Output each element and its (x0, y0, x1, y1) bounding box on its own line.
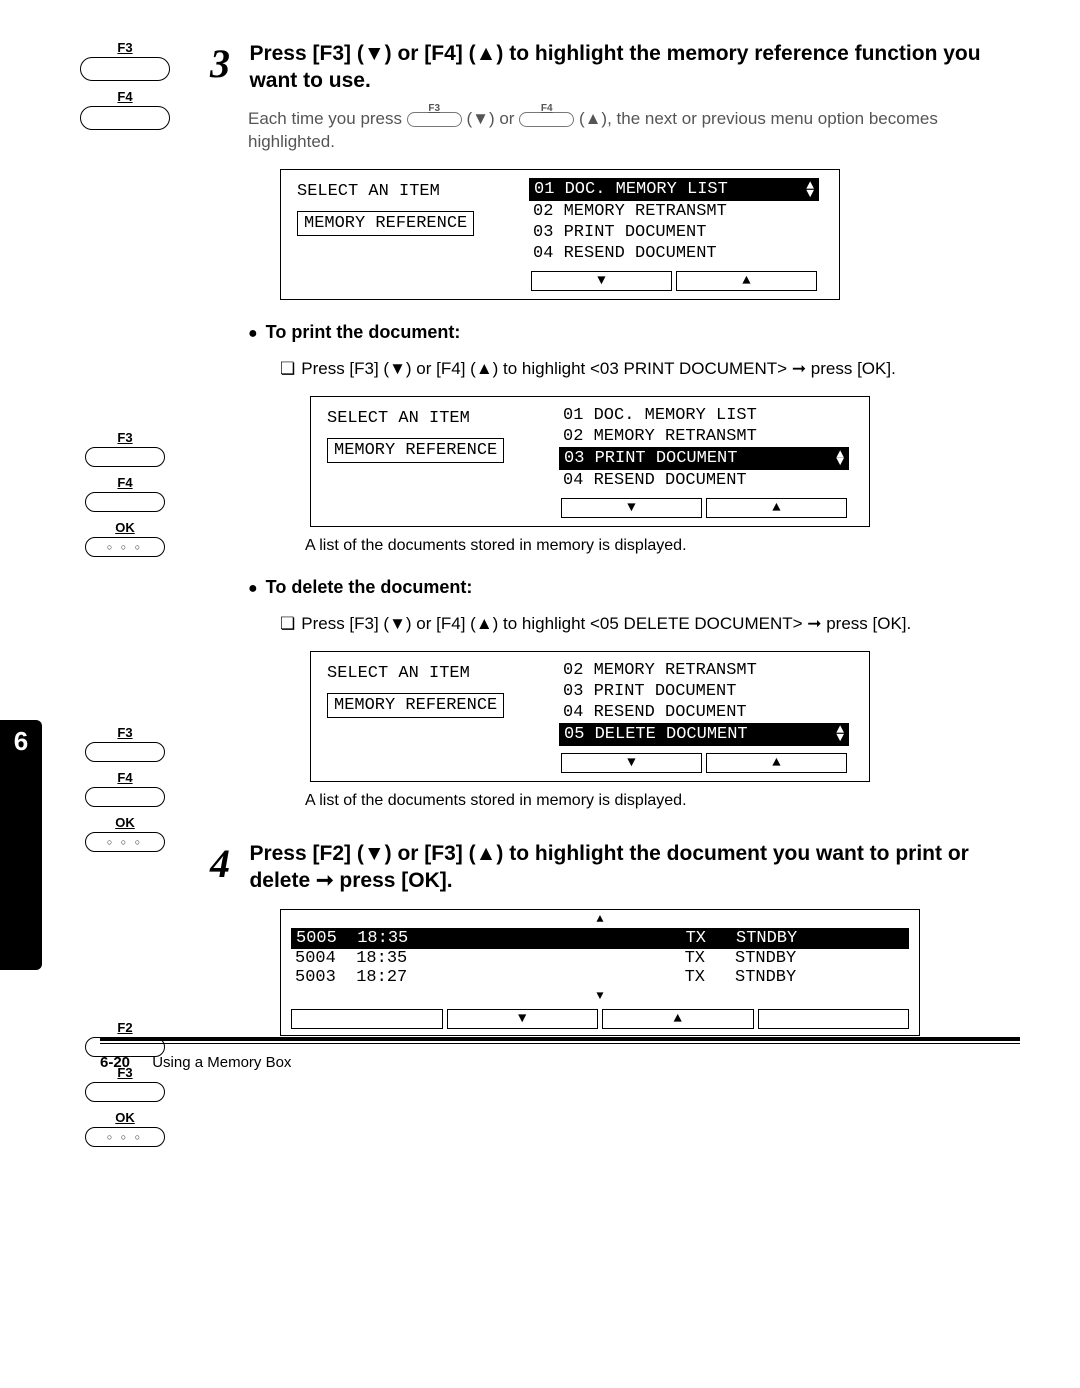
lcd-display-1: SELECT AN ITEM MEMORY REFERENCE 01 DOC. … (280, 169, 840, 300)
subsection-print: To print the document: (248, 322, 1000, 343)
chapter-number: 6 (0, 720, 42, 757)
inline-key-f3: F3 (407, 112, 462, 127)
key-group-2: F3 F4 OK○ ○ ○ (60, 430, 190, 565)
lcd-item: 04 RESEND DOCUMENT (529, 243, 819, 264)
step-body: Each time you press F3 (▼) or F4 (▲), th… (248, 107, 1000, 155)
lcd-sub: MEMORY REFERENCE (297, 211, 474, 236)
step-number: 4 (210, 840, 245, 887)
lcd-item: 02 MEMORY RETRANSMT (529, 201, 819, 222)
key-label: F3 (60, 40, 190, 55)
delete-instruction: Press [F3] (▼) or [F4] (▲) to highlight … (280, 612, 1000, 636)
footer-rule (100, 1037, 1020, 1041)
lcd-item-selected: 01 DOC. MEMORY LIST▲▼ (529, 178, 819, 201)
chapter-label: Memory Features (12, 765, 32, 898)
doc-row-selected: 5005 18:35 TX STNDBY (291, 928, 909, 949)
up-arrow: ▲ (676, 271, 817, 291)
lcd-display-4: ▲ 5005 18:35 TX STNDBY 5004 18:35 TX STN… (280, 909, 920, 1036)
key-button (85, 492, 165, 512)
inline-key-f4: F4 (519, 112, 574, 127)
key-button (80, 57, 170, 81)
footer: 6-20 Using a Memory Box (100, 1054, 291, 1071)
delete-caption: A list of the documents stored in memory… (305, 792, 1000, 810)
print-block: Press [F3] (▼) or [F4] (▲) to highlight … (210, 357, 1000, 598)
lcd-title: SELECT AN ITEM (297, 182, 521, 201)
ok-button: ○ ○ ○ (85, 537, 165, 557)
key-group-1: F3 F4 (60, 40, 190, 138)
lcd-display-3: SELECT AN ITEM MEMORY REFERENCE 02 MEMOR… (310, 651, 870, 782)
footer-title: Using a Memory Box (152, 1054, 291, 1071)
doc-row: 5004 18:35 TX STNDBY (291, 949, 909, 968)
lcd-item: 03 PRINT DOCUMENT (529, 222, 819, 243)
key-group-3: F3 F4 OK○ ○ ○ (60, 725, 190, 860)
print-caption: A list of the documents stored in memory… (305, 537, 1000, 555)
lcd-item-selected: 03 PRINT DOCUMENT▲▼ (559, 447, 849, 470)
page-number: 6-20 (100, 1054, 130, 1071)
down-arrow: ▼ (531, 271, 672, 291)
key-button (80, 106, 170, 130)
print-instruction: Press [F3] (▼) or [F4] (▲) to highlight … (280, 357, 1000, 381)
key-label: F4 (60, 89, 190, 104)
step-title: Press [F3] (▼) or [F4] (▲) to highlight … (249, 40, 989, 95)
subsection-delete: To delete the document: (248, 577, 1000, 598)
arrow-row: ▼ ▲ (291, 1009, 909, 1029)
lcd-display-2: SELECT AN ITEM MEMORY REFERENCE 01 DOC. … (310, 396, 870, 527)
doc-row: 5003 18:27 TX STNDBY (291, 968, 909, 987)
step-4: 4 Press [F2] (▼) or [F3] (▲) to highligh… (210, 840, 1000, 1037)
lcd-item-selected: 05 DELETE DOCUMENT▲▼ (559, 723, 849, 746)
delete-block: Press [F3] (▼) or [F4] (▲) to highlight … (210, 612, 1000, 810)
step-number: 3 (210, 40, 245, 87)
step-title: Press [F2] (▼) or [F3] (▲) to highlight … (249, 840, 989, 895)
step-3: 3 Press [F3] (▼) or [F4] (▲) to highligh… (210, 40, 1000, 343)
key-button (85, 447, 165, 467)
